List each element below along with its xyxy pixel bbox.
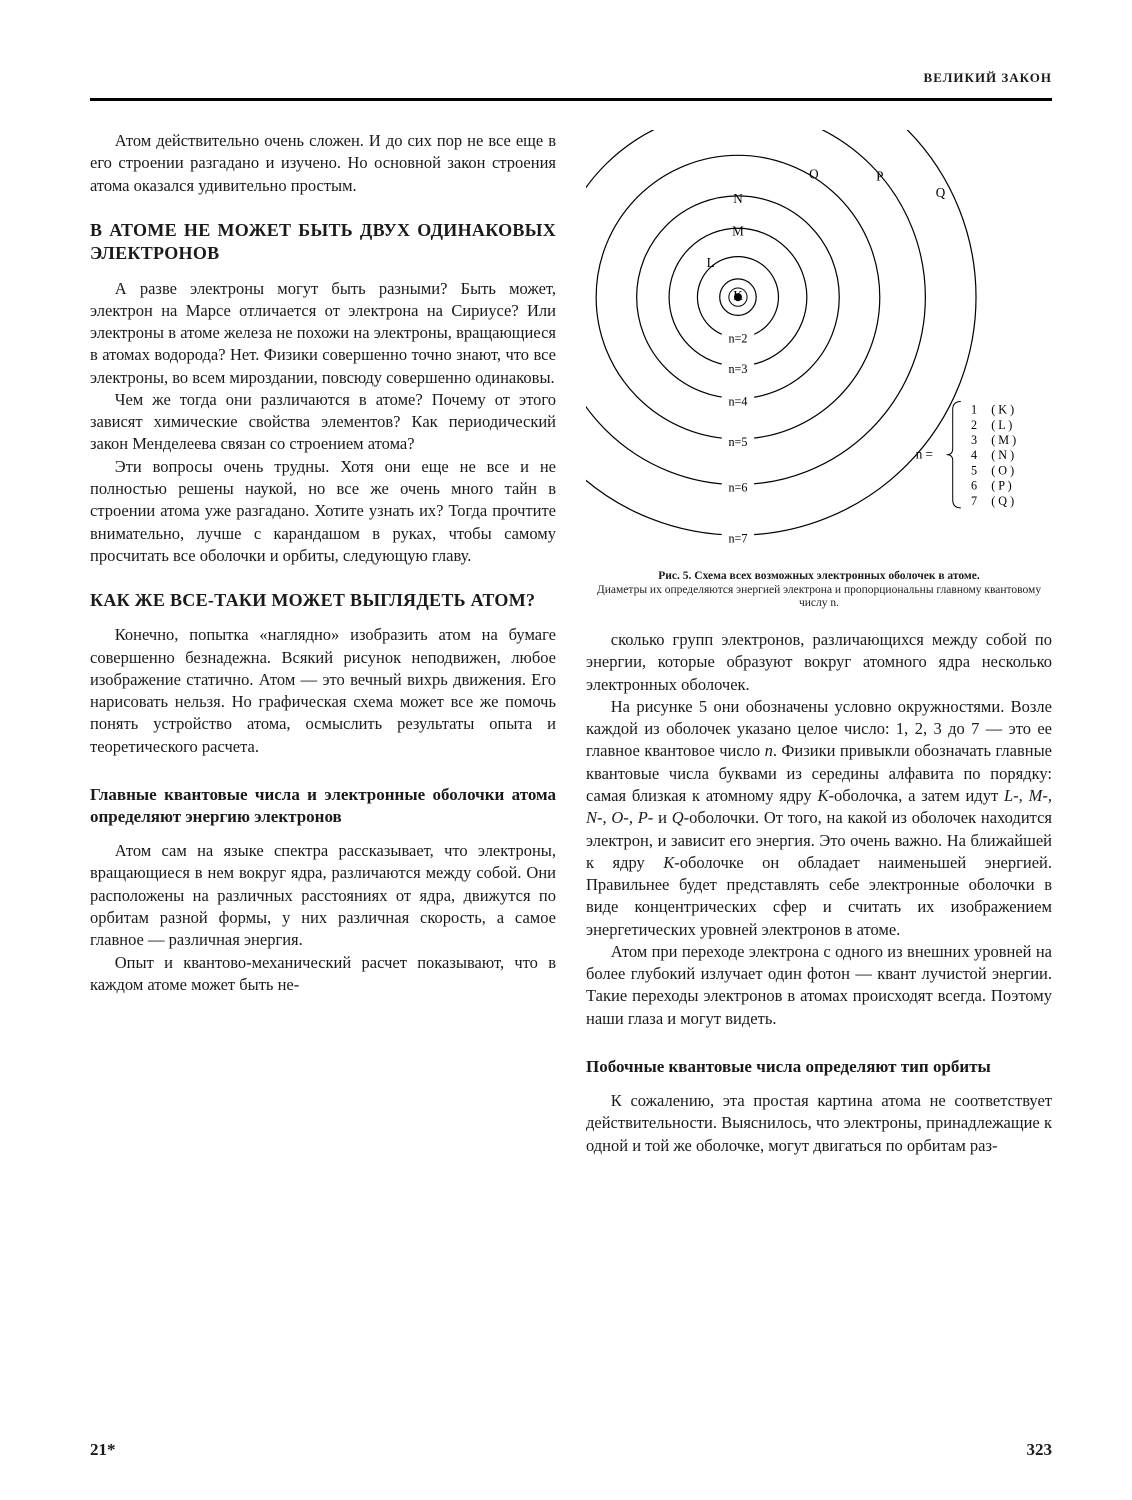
svg-text:( L ): ( L )	[991, 418, 1012, 432]
caption-rest: Диаметры их определяются энергией электр…	[597, 584, 1041, 610]
page-footer: 21* 323	[90, 1440, 1052, 1460]
caption-bold: Рис. 5. Схема всех возможных электронных…	[658, 570, 979, 582]
heading-1: В АТОМЕ НЕ МОЖЕТ БЫТЬ ДВУХ ОДИНАКОВЫХ ЭЛ…	[90, 219, 556, 266]
svg-text:6: 6	[971, 479, 977, 493]
svg-text:( N ): ( N )	[991, 448, 1014, 462]
svg-text:n=6: n=6	[728, 481, 747, 495]
left-p5: Атом сам на языке спектра рассказывает, …	[90, 840, 556, 951]
left-column: Атом действительно очень сложен. И до си…	[90, 130, 556, 1157]
intro-paragraph: Атом действительно очень сложен. И до си…	[90, 130, 556, 197]
svg-text:P: P	[876, 169, 883, 184]
svg-text:M: M	[732, 223, 744, 238]
svg-text:O: O	[809, 167, 819, 182]
svg-text:N: N	[733, 191, 743, 206]
svg-text:n=4: n=4	[728, 395, 747, 409]
svg-text:( P ): ( P )	[991, 479, 1011, 493]
svg-text:Q: Q	[936, 185, 946, 200]
svg-text:2: 2	[971, 418, 977, 432]
left-p6: Опыт и квантово-механический расчет пока…	[90, 952, 556, 997]
top-rule	[90, 98, 1052, 101]
subheading-2: Побочные квантовые числа определяют тип …	[586, 1056, 1052, 1078]
right-p4: К сожалению, эта простая картина атома н…	[586, 1090, 1052, 1157]
svg-text:n=2: n=2	[728, 332, 747, 346]
svg-text:L: L	[707, 255, 715, 270]
left-p3: Эти вопросы очень трудны. Хотя они еще н…	[90, 456, 556, 567]
heading-2: КАК ЖЕ ВСЕ-ТАКИ МОЖЕТ ВЫГЛЯДЕТЬ АТОМ?	[90, 589, 556, 612]
footer-left: 21*	[90, 1440, 116, 1460]
left-p4: Конечно, попытка «наглядно» изобразить а…	[90, 624, 556, 758]
svg-text:( M ): ( M )	[991, 433, 1016, 447]
left-p1: А разве электроны могут быть разными? Бы…	[90, 278, 556, 389]
svg-text:1: 1	[971, 403, 977, 417]
svg-text:3: 3	[971, 433, 977, 447]
svg-text:( O ): ( O )	[991, 463, 1014, 477]
svg-text:n=3: n=3	[728, 362, 747, 376]
right-p2: На рисунке 5 они обозначены условно окру…	[586, 696, 1052, 941]
svg-text:n =: n =	[916, 447, 933, 462]
figure-caption: Рис. 5. Схема всех возможных электронных…	[586, 570, 1052, 611]
page: ВЕЛИКИЙ ЗАКОН Атом действительно очень с…	[0, 0, 1132, 1500]
column-container: Атом действительно очень сложен. И до си…	[90, 130, 1052, 1157]
svg-text:4: 4	[971, 448, 977, 462]
subheading-1: Главные квантовые числа и электронные об…	[90, 784, 556, 828]
svg-text:n=5: n=5	[728, 435, 747, 449]
right-column: K L M N O P Qn=2 n=3 n=4 n=5 n=6 n=7 n = 1 ( K ) 2 ( L )…	[586, 130, 1052, 1157]
right-p1: сколько групп электронов, различающихся …	[586, 629, 1052, 696]
running-head: ВЕЛИКИЙ ЗАКОН	[924, 70, 1052, 86]
svg-text:K: K	[733, 288, 743, 303]
svg-text:7: 7	[971, 494, 977, 508]
svg-text:n=7: n=7	[728, 531, 747, 545]
svg-text:( Q ): ( Q )	[991, 494, 1014, 508]
svg-text:( K ): ( K )	[991, 403, 1014, 417]
figure-5: K L M N O P Qn=2 n=3 n=4 n=5 n=6 n=7 n = 1 ( K ) 2 ( L )…	[586, 130, 1052, 562]
left-p2: Чем же тогда они различаются в атоме? По…	[90, 389, 556, 456]
svg-text:5: 5	[971, 463, 977, 477]
footer-right: 323	[1027, 1440, 1053, 1460]
right-p3: Атом при переходе электрона с одного из …	[586, 941, 1052, 1030]
electron-shells-diagram: K L M N O P Qn=2 n=3 n=4 n=5 n=6 n=7 n = 1 ( K ) 2 ( L )…	[586, 130, 1052, 555]
